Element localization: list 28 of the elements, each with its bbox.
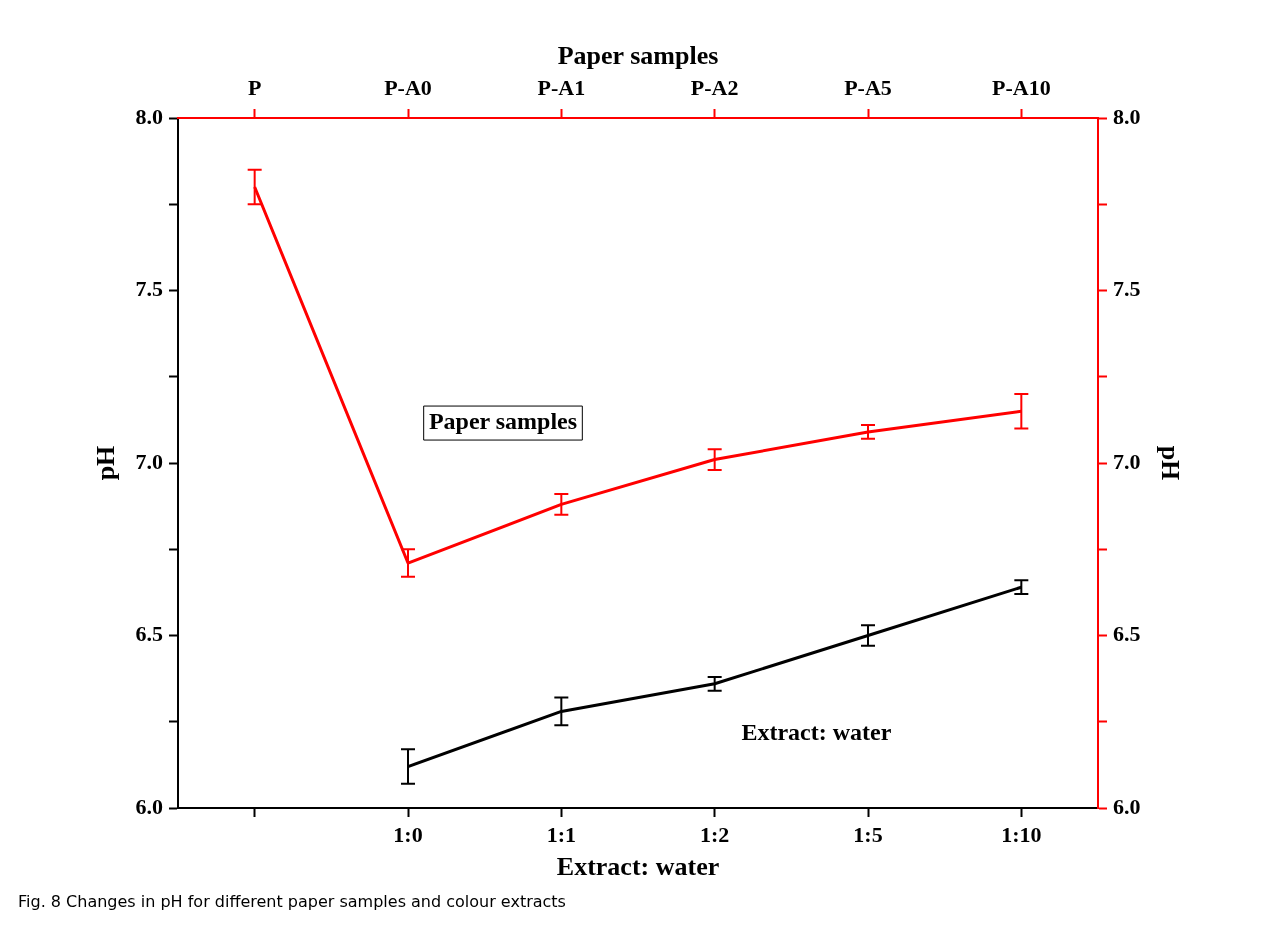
y-axis-title: pH xyxy=(91,445,121,481)
x-axis-title: Extract: water xyxy=(556,852,720,882)
y-tick-label: 7.0 xyxy=(135,448,163,474)
y-tick-label: 7.5 xyxy=(135,276,163,302)
y-tick-label: 6.5 xyxy=(1113,621,1141,647)
caption: Fig. 8 Changes in pH for different paper samples and colour extracts xyxy=(18,892,567,911)
y-tick-label: 7.5 xyxy=(1113,276,1141,302)
x-tick-label: P-A1 xyxy=(537,75,586,101)
y-tick-label: 6.0 xyxy=(135,793,163,819)
x-tick-label: 1:0 xyxy=(393,821,423,847)
y-tick-label: 6.5 xyxy=(135,621,163,647)
y-tick-label: 7.0 xyxy=(1113,448,1141,474)
x-tick-label: P-A10 xyxy=(992,75,1051,101)
x-tick-label: P-A0 xyxy=(384,75,432,101)
y-axis-title: pH xyxy=(1155,445,1185,481)
x-tick-label: P-A2 xyxy=(690,75,739,101)
x-tick-label: P xyxy=(247,75,262,101)
x-tick-label: 1:10 xyxy=(1001,821,1042,847)
x-tick-label: 1:2 xyxy=(700,821,730,847)
y-tick-label: 8.0 xyxy=(135,103,163,129)
x-tick-label: 1:5 xyxy=(853,821,883,847)
text: Paper samples xyxy=(428,408,578,435)
y-tick-label: 8.0 xyxy=(1113,103,1141,129)
x-tick-label: P-A5 xyxy=(844,75,892,101)
x-axis-title: Paper samples xyxy=(557,41,719,71)
series-label: Extract: water xyxy=(741,719,892,745)
x-tick-label: 1:1 xyxy=(546,821,576,847)
y-tick-label: 6.0 xyxy=(1113,793,1141,819)
